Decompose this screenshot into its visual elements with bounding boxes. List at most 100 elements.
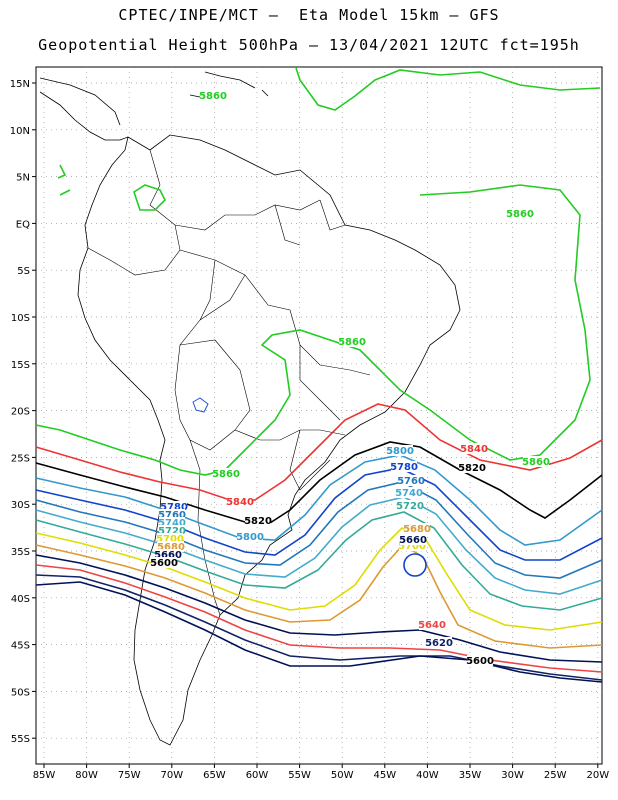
contour-label-background: [151, 557, 177, 568]
contour-label-background: [158, 541, 184, 552]
lon-tick-label: 60W: [246, 770, 269, 781]
contour-label: 5700: [156, 534, 184, 545]
contour-label: 5740: [395, 488, 423, 499]
lat-tick-label: 5N: [16, 173, 30, 184]
lon-tick-label: 70W: [160, 770, 183, 781]
contour-label: 5860: [506, 209, 534, 220]
lat-tick-label: 15S: [11, 360, 30, 371]
contour-label-background: [507, 208, 533, 219]
lat-tick-label: 15N: [10, 79, 30, 90]
contour-label-background: [227, 496, 253, 507]
contour-label: 5680: [403, 524, 431, 535]
contour-label-background: [523, 456, 549, 467]
contour-label-background: [245, 515, 271, 526]
lon-tick-label: 20W: [586, 770, 609, 781]
lon-tick-label: 35W: [459, 770, 482, 781]
contour-label: 5860: [522, 457, 550, 468]
map-title-line-1: CPTEC/INPE/MCT – Eta Model 15km – GFS: [118, 6, 500, 24]
map-frame: [35, 66, 603, 765]
contour-5740: [35, 496, 603, 595]
contour-5640: [35, 564, 603, 673]
lon-tick-label: 40W: [416, 770, 439, 781]
contour-label-background: [396, 487, 422, 498]
lat-tick-label: 30S: [11, 500, 30, 511]
lon-tick-label: 30W: [501, 770, 524, 781]
contour-label: 5820: [458, 463, 486, 474]
contour-label-background: [237, 531, 263, 542]
contour-5860-central-america: [57, 164, 71, 196]
contour-label: 5820: [244, 516, 272, 527]
lat-tick-label: 25S: [11, 453, 30, 464]
lat-tick-label: 10N: [10, 126, 30, 137]
contour-label: 5600: [466, 656, 494, 667]
lat-tick-label: 20S: [11, 407, 30, 418]
lon-tick-label: 80W: [75, 770, 98, 781]
lat-tick-label: EQ: [16, 219, 30, 230]
coastline-layer: [39, 71, 461, 746]
lat-tick-label: 40S: [11, 594, 30, 605]
contour-5660-closed-low: [403, 553, 427, 577]
lon-tick-label: 85W: [33, 770, 56, 781]
contour-label-background: [155, 549, 181, 560]
contour-label-background: [387, 445, 413, 456]
contour-label: 5760: [397, 476, 425, 487]
contour-5820: [35, 441, 603, 524]
lon-tick-label: 50W: [331, 770, 354, 781]
contour-label: 5780: [390, 462, 418, 473]
contour-label: 5720: [158, 526, 186, 537]
contour-5720: [35, 511, 603, 611]
contour-label: 5840: [460, 444, 488, 455]
contour-label-background: [213, 468, 239, 479]
contour-label-background: [400, 534, 426, 545]
lat-tick-label: 35S: [11, 547, 30, 558]
contour-label-background: [397, 500, 423, 511]
contour-label: 5780: [160, 502, 188, 513]
lat-tick-label: 5S: [17, 266, 30, 277]
contour-label: 5640: [418, 620, 446, 631]
lon-tick-label: 55W: [288, 770, 311, 781]
contour-label: 5660: [399, 535, 427, 546]
contour-label-background: [159, 509, 185, 520]
contour-label-background: [404, 523, 430, 534]
lat-tick-label: 45S: [11, 641, 30, 652]
central-america-coastline: [39, 77, 129, 141]
contour-label: 5600: [150, 558, 178, 569]
contour-label: 5680: [157, 542, 185, 553]
contour-label-background: [467, 655, 493, 666]
contour-label-background: [419, 619, 445, 630]
contour-label-background: [161, 501, 187, 512]
contour-label: 5700: [398, 541, 426, 552]
contour-label-background: [399, 540, 425, 551]
lon-tick-label: 25W: [544, 770, 567, 781]
contour-5620: [35, 574, 603, 681]
contour-5860-north: [295, 67, 601, 111]
contour-label-background: [159, 517, 185, 528]
lat-tick-label: 10S: [11, 313, 30, 324]
contour-label-background: [200, 90, 226, 101]
contour-5660: [35, 554, 603, 663]
contour-5840: [35, 403, 603, 501]
contour-label: 5860: [212, 469, 240, 480]
contour-label-background: [461, 443, 487, 454]
contour-5760: [35, 481, 603, 579]
contour-label-background: [159, 525, 185, 536]
contour-5800: [35, 454, 603, 546]
lat-tick-label: 50S: [11, 687, 30, 698]
contour-label: 5740: [158, 518, 186, 529]
contour-5780: [35, 467, 603, 561]
lat-tick-label: 55S: [11, 734, 30, 745]
contour-5860-east-loop: [35, 184, 591, 476]
contour-5680: [35, 543, 603, 649]
contour-label-background: [339, 336, 365, 347]
axis-ticks: 85W 80W 75W 70W 65W 60W 55W 50W 45W 40W 35W 30W 25W 2…: [10, 79, 609, 781]
contour-label-background: [459, 462, 485, 473]
lon-tick-label: 75W: [118, 770, 141, 781]
contour-label: 5620: [425, 638, 453, 649]
country-borders: [87, 149, 371, 616]
map-title-line-2: Geopotential Height 500hPa – 13/04/2021 …: [38, 36, 580, 54]
contour-5600: [35, 581, 603, 683]
contour-label: 5660: [154, 550, 182, 561]
contour-labels: 5860 5860 5860 5860 5860 5840 5840 5820 5820 5800…: [150, 90, 550, 667]
contour-label-background: [426, 637, 452, 648]
contour-layer: [35, 67, 603, 683]
